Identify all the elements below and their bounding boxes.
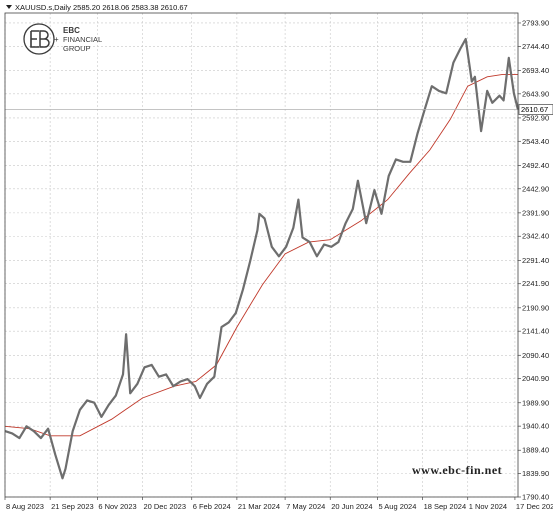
x-tick-label: 6 Nov 2023 <box>98 502 136 511</box>
axes <box>4 12 519 498</box>
y-tick-label: 2442.90 <box>522 184 549 193</box>
x-tick-label: 20 Jun 2024 <box>331 502 372 511</box>
ebc-logo: + EBC FINANCIAL GROUP <box>23 23 102 55</box>
x-tick-label: 17 Dec 2024 <box>516 502 553 511</box>
y-tick-label: 2241.90 <box>522 279 549 288</box>
y-tick-labels: 2793.90 2744.40 2693.40 2643.90 2592.90 2543.… <box>518 18 549 502</box>
x-tick-label: 21 Mar 2024 <box>238 502 280 511</box>
current-price-tag-box <box>518 104 553 115</box>
y-tick-label: 2040.90 <box>522 374 549 383</box>
y-tick-label: 1940.40 <box>522 422 549 431</box>
y-tick-label: 2090.40 <box>522 351 549 360</box>
price-line <box>4 37 520 480</box>
x-tick-label: 6 Feb 2024 <box>193 502 231 511</box>
x-tick-labels: 8 Aug 2023 21 Sep 2023 6 Nov 2023 20 Dec 20… <box>4 497 553 511</box>
plot-frame <box>4 12 519 498</box>
moving-average-line <box>4 73 518 437</box>
current-price-value: 2610.67 <box>521 105 548 114</box>
y-tick-label: 1989.90 <box>522 398 549 407</box>
chart-header: XAUUSD.s,Daily 2585.20 2618.06 2583.38 2… <box>6 3 188 12</box>
y-tick-label: 2291.40 <box>522 256 549 265</box>
logo-line-2: FINANCIAL <box>63 35 102 44</box>
x-tick-label: 7 May 2024 <box>286 502 325 511</box>
y-tick-label: 2744.40 <box>522 42 549 51</box>
ohlc-values: 2585.20 2618.06 2583.38 2610.67 <box>73 3 188 12</box>
logo-plus: + <box>54 35 59 44</box>
y-tick-label: 2693.40 <box>522 66 549 75</box>
logo-line-1: EBC <box>63 26 80 35</box>
price-series-layer <box>4 37 520 480</box>
x-tick-label: 1 Nov 2024 <box>469 502 507 511</box>
symbol-label: XAUUSD.s,Daily <box>15 3 71 12</box>
website-watermark: www.ebc-fin.net <box>412 463 502 477</box>
y-tick-label: 2592.90 <box>522 113 549 122</box>
grid-lines <box>4 13 518 498</box>
y-tick-label: 2793.90 <box>522 18 549 27</box>
collapse-triangle-icon[interactable] <box>6 5 12 9</box>
y-tick-label: 2141.40 <box>522 327 549 336</box>
y-tick-label: 1889.40 <box>522 446 549 455</box>
y-tick-label: 2543.40 <box>522 137 549 146</box>
y-tick-label: 2342.40 <box>522 232 549 241</box>
x-tick-label: 21 Sep 2023 <box>51 502 94 511</box>
current-price-tag: 2610.67 <box>518 104 553 115</box>
y-tick-label: 2190.90 <box>522 303 549 312</box>
x-tick-label: 18 Sep 2024 <box>424 502 467 511</box>
x-tick-label: 20 Dec 2023 <box>143 502 186 511</box>
moving-average-layer <box>4 73 518 437</box>
x-tick-label: 8 Aug 2023 <box>6 502 44 511</box>
y-tick-label: 2492.40 <box>522 161 549 170</box>
y-tick-label: 2391.90 <box>522 208 549 217</box>
logo-ring <box>23 23 55 55</box>
y-tick-label: 2643.90 <box>522 89 549 98</box>
logo-e-mark <box>30 30 39 48</box>
y-tick-label: 1790.40 <box>522 493 549 502</box>
logo-line-3: GROUP <box>63 44 91 53</box>
x-tick-label: 5 Aug 2024 <box>378 502 416 511</box>
y-tick-label: 1839.90 <box>522 469 549 478</box>
logo-b-mark <box>39 30 50 48</box>
